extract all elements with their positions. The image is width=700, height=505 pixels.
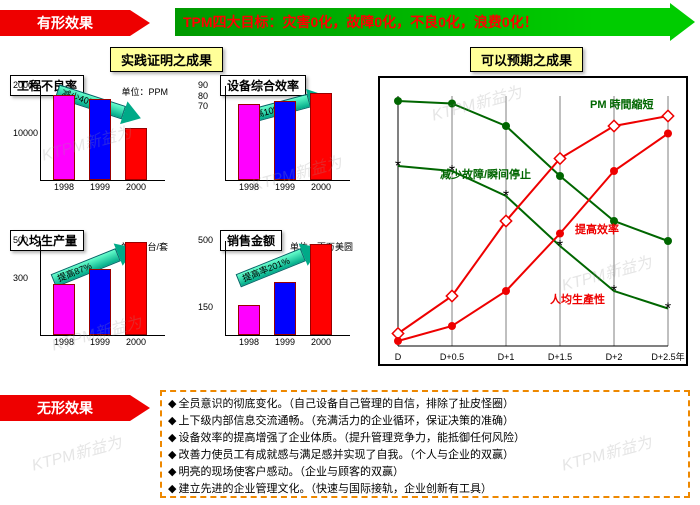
svg-text:*: * xyxy=(395,158,401,175)
bar xyxy=(89,99,111,180)
bar xyxy=(274,101,296,180)
chart-prod-axis: 199819992000300500 xyxy=(40,241,165,336)
chart-defect-axis: 1998199920001000020000 xyxy=(40,86,165,181)
bar xyxy=(310,93,332,180)
svg-text:D+2: D+2 xyxy=(606,352,623,362)
intangible-arrow: 无形效果 xyxy=(0,395,155,421)
proven-label: 实践证明之成果 xyxy=(110,47,223,72)
chart-oee-axis: 199819992000708090 xyxy=(225,86,350,181)
tangible-label: 有形效果 xyxy=(0,10,130,36)
bullet-item: 改善力使员工有成就感与满足感并实现了自我。（个人与企业的双赢） xyxy=(168,447,682,464)
svg-text:减少故障/瞬间停止: 减少故障/瞬间停止 xyxy=(440,167,531,181)
svg-text:D: D xyxy=(395,352,402,362)
expected-label: 可以预期之成果 xyxy=(470,47,583,72)
bullet-item: 设备效率的提高增强了企业体质。（提升管理竞争力，能抵御任何风险） xyxy=(168,430,682,447)
svg-text:*: * xyxy=(665,301,671,318)
bar xyxy=(125,128,147,180)
bar xyxy=(89,269,111,336)
bar xyxy=(238,104,260,180)
svg-text:D+0.5: D+0.5 xyxy=(440,352,464,362)
bar xyxy=(310,244,332,335)
svg-text:*: * xyxy=(557,238,563,255)
bullet-item: 明亮的现场使客户感动。（企业与顾客的双赢） xyxy=(168,464,682,481)
bar xyxy=(125,242,147,335)
svg-text:人均生產性: 人均生產性 xyxy=(550,292,605,306)
chart-defect: 工程不良率 单位：PPM 减少40% 199819992000100002000… xyxy=(10,75,170,195)
bar xyxy=(53,284,75,335)
tangible-arrow: 有形效果 xyxy=(0,10,155,36)
intangible-label: 无形效果 xyxy=(0,395,130,421)
svg-text:D+2.5年: D+2.5年 xyxy=(651,351,684,362)
top-banner: 有形效果 TPM四大目标：灾害0化，故障0化，不良0化，浪费0化！ xyxy=(175,8,695,36)
svg-text:提高效率: 提高效率 xyxy=(575,222,619,236)
line-chart: DD+0.5D+1D+1.5D+2D+2.5年 ****** PM 時間縮短减少… xyxy=(378,76,688,366)
bar xyxy=(238,305,260,335)
bullet-box: 全员意识的彻底变化。（自己设备自己管理的自信，排除了扯皮怪圈）上下级内部信息交流… xyxy=(160,390,690,498)
chart-sales: 销售金额 单位：百万美圆 提高率201% 199819992000150500 xyxy=(195,230,355,350)
tpm-goals: TPM四大目标：灾害0化，故障0化，不良0化，浪费0化！ xyxy=(175,8,670,36)
svg-text:*: * xyxy=(503,188,509,205)
bullet-item: 全员意识的彻底变化。（自己设备自己管理的自信，排除了扯皮怪圈） xyxy=(168,396,682,413)
bar xyxy=(53,95,75,181)
bar xyxy=(274,282,296,335)
watermark: KTPM新益为 xyxy=(28,428,124,475)
chart-sales-axis: 199819992000150500 xyxy=(225,241,350,336)
line-chart-svg: DD+0.5D+1D+1.5D+2D+2.5年 ****** PM 時間縮短减少… xyxy=(380,78,686,364)
svg-text:PM 時間縮短: PM 時間縮短 xyxy=(590,97,654,111)
svg-text:D+1: D+1 xyxy=(498,352,515,362)
chart-oee: 设备综合效率 提高10% 199819992000708090 xyxy=(195,75,355,195)
svg-text:D+1.5: D+1.5 xyxy=(548,352,572,362)
bullet-item: 建立先进的企业管理文化。（快速与国际接轨，企业创新有工具） xyxy=(168,481,682,498)
svg-text:*: * xyxy=(611,283,617,300)
bullet-item: 上下级内部信息交流通畅。（充满活力的企业循环，保证决策的准确） xyxy=(168,413,682,430)
chart-prod: 人均生产量 单位：台/套 提高87% 199819992000300500 xyxy=(10,230,170,350)
